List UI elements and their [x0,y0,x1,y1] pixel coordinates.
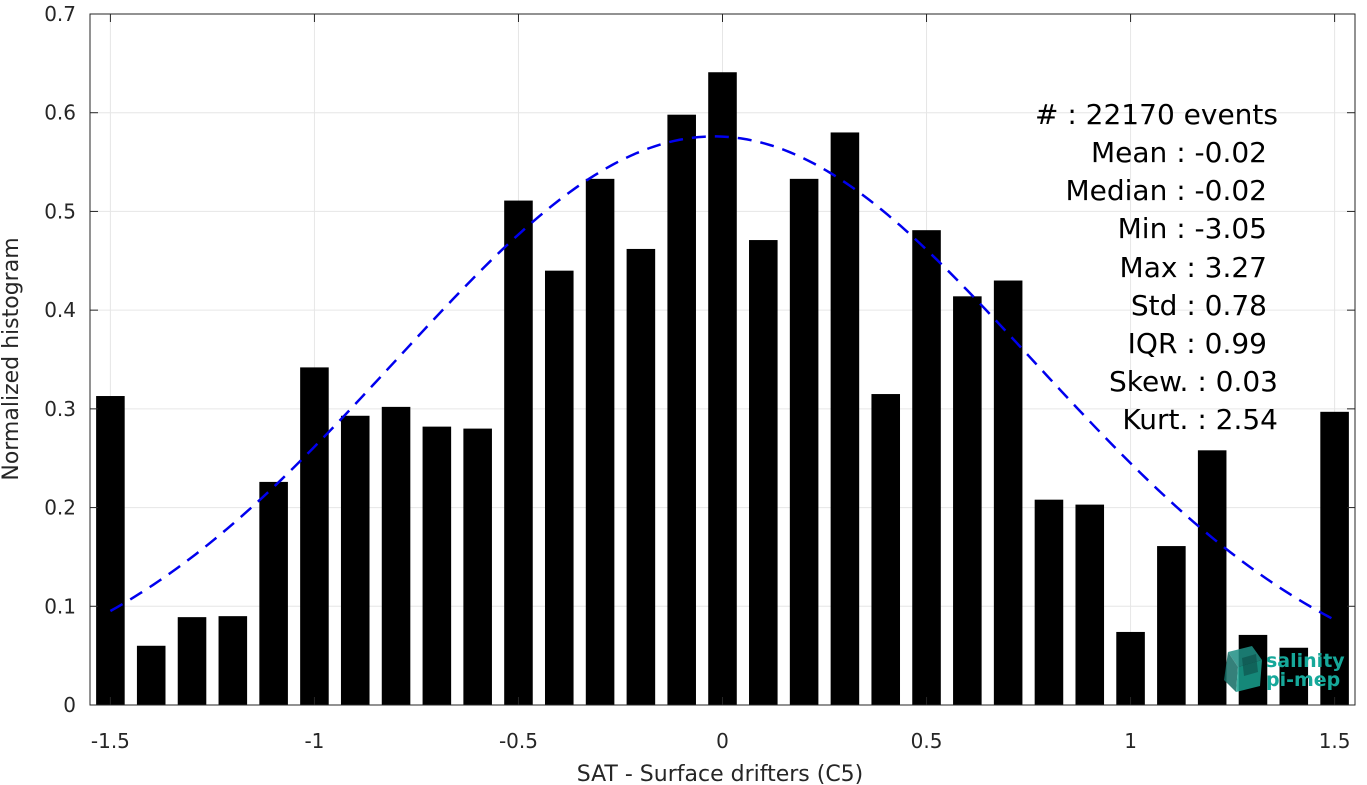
logo-cube-icon [1224,646,1262,692]
histogram-bar [585,178,615,706]
histogram-bar [708,72,737,705]
x-axis-ticks: -1.5 -1 -0.5 0 0.5 1 1.5 [91,14,1351,753]
statistics-box: # : 22170 events Mean : -0.02 Median : -… [1035,98,1278,436]
stat-events: # : 22170 events [1035,98,1278,131]
y-tick-label: 0.3 [44,397,76,421]
histogram-bar [1116,631,1145,705]
histogram-bars [96,72,1349,706]
histogram-bar [463,428,492,705]
stat-mean: Mean : -0.02 [1091,136,1267,169]
histogram-bar [749,240,778,705]
histogram-bar [667,114,696,705]
logo-text-salinity: salinity [1266,650,1345,672]
x-tick-label: 0.5 [911,729,943,753]
histogram-bar [830,132,860,705]
y-tick-label: 0.1 [44,594,76,618]
histogram-bar [1320,411,1349,705]
histogram-bar [912,230,941,706]
stat-min: Min : -3.05 [1118,212,1267,245]
histogram-bar [993,280,1023,705]
stat-kurt: Kurt. : 2.54 [1122,403,1278,436]
y-tick-label: 0.7 [44,2,76,26]
x-tick-label: 1 [1124,729,1137,753]
y-axis-ticks: 0 0.1 0.2 0.3 0.4 0.5 0.6 0.7 [44,2,1355,717]
stat-std: Std : 0.78 [1131,289,1267,322]
histogram-bar [1034,499,1064,705]
histogram-bar [218,616,248,705]
histogram-bar [1279,647,1309,705]
x-tick-label: -1 [304,729,324,753]
stat-max: Max : 3.27 [1120,251,1267,284]
x-tick-label: -1.5 [91,729,130,753]
histogram-bar [300,367,329,705]
salinity-pimep-logo: salinity pi-mep [1224,646,1345,692]
histogram-bar [504,200,533,705]
histogram-bar [259,481,288,705]
y-tick-label: 0 [63,693,76,717]
histogram-bar [422,426,452,705]
y-tick-label: 0.4 [44,298,76,322]
y-tick-label: 0.2 [44,496,76,520]
y-axis-label: Normalized histogram [0,237,24,480]
stat-median: Median : -0.02 [1065,174,1267,207]
y-tick-label: 0.6 [44,101,76,125]
x-tick-label: 1.5 [1319,729,1351,753]
logo-text-pimep: pi-mep [1266,669,1340,691]
stat-iqr: IQR : 0.99 [1128,327,1267,360]
y-tick-label: 0.5 [44,199,76,223]
x-tick-label: -0.5 [499,729,538,753]
histogram-bar [544,270,574,705]
x-axis-label: SAT - Surface drifters (C5) [577,762,864,785]
histogram-bar [96,396,125,705]
stat-skew: Skew. : 0.03 [1109,365,1278,398]
x-tick-label: 0 [716,729,729,753]
histogram-bar [1197,450,1227,705]
histogram-bar [789,178,819,706]
histogram-bar [136,645,166,705]
histogram-bar [1157,546,1186,705]
histogram-bar [1075,504,1105,705]
gaussian-fit-curve [109,135,1336,621]
histogram-bar [626,248,656,705]
histogram-bar [871,394,901,705]
histogram-bar [953,296,982,705]
histogram-bar [381,406,411,705]
histogram-bar [177,617,207,705]
histogram-bar [340,415,370,705]
